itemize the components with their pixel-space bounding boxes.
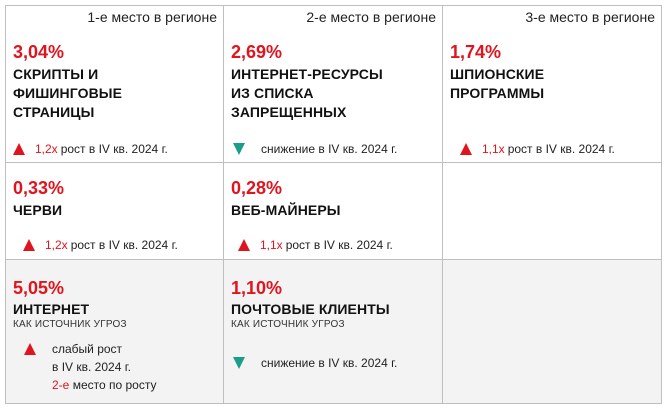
threat-title: ШПИОНСКИЕ ПРОГРАММЫ: [450, 66, 545, 101]
rank-label: 3-е место в регионе: [525, 9, 655, 25]
trend-multiplier: 1,2x: [45, 238, 68, 252]
threat-subtitle: КАК ИСТОЧНИК УГРОЗ: [13, 319, 127, 330]
percentage-value: 1,10%: [231, 278, 283, 298]
arrow-down-icon: [233, 357, 245, 369]
trend-row: 1,2x рост в IV кв. 2024 г.: [23, 236, 178, 254]
percentage-value: 0,28%: [231, 178, 283, 198]
trend-line: в IV кв. 2024 г.: [52, 360, 131, 374]
trend-row: снижение в IV кв. 2024 г.: [233, 140, 397, 158]
trend-row: 1,1x рост в IV кв. 2024 г.: [238, 236, 393, 254]
trend-row: 1,1x рост в IV кв. 2024 г.: [460, 140, 615, 158]
arrow-up-icon: [238, 239, 250, 251]
trend-text: рост в IV кв. 2024 г.: [70, 238, 178, 252]
trend-text: снижение в IV кв. 2024 г.: [261, 142, 398, 156]
growth-rank: 2-е: [52, 378, 70, 392]
percentage-value: 5,05%: [13, 278, 65, 298]
cell-prohibited-resources: 2-е место в регионе 2,69% ИНТЕРНЕТ-РЕСУР…: [224, 5, 443, 163]
trend-row: 1,2x рост в IV кв. 2024 г.: [13, 140, 168, 158]
trend-block: слабый рост в IV кв. 2024 г. 2-е место п…: [24, 340, 156, 394]
cell-empty: [443, 163, 662, 260]
percentage-value: 2,69%: [231, 42, 283, 62]
rank-label: 2-е место в регионе: [306, 9, 436, 25]
threat-title: ЧЕРВИ: [13, 202, 63, 218]
percentage-value: 3,04%: [13, 42, 65, 62]
arrow-up-icon: [460, 143, 472, 155]
arrow-down-icon: [233, 143, 245, 155]
threat-subtitle: КАК ИСТОЧНИК УГРОЗ: [231, 319, 345, 330]
cell-spyware: 3-е место в регионе 1,74% ШПИОНСКИЕ ПРОГ…: [443, 5, 662, 163]
threat-title: СКРИПТЫ И ФИШИНГОВЫЕ СТРАНИЦЫ: [13, 66, 123, 120]
trend-line: 2-е место по росту: [52, 376, 156, 394]
cell-web-miners: 0,28% ВЕБ-МАЙНЕРЫ 1,1x рост в IV кв. 202…: [224, 163, 443, 260]
threat-title: ИНТЕРНЕТ: [13, 301, 90, 317]
trend-text: рост в IV кв. 2024 г.: [285, 238, 393, 252]
trend-text: рост в IV кв. 2024 г.: [507, 142, 615, 156]
rank-label: 1-е место в регионе: [87, 9, 217, 25]
threat-title: ПОЧТОВЫЕ КЛИЕНТЫ: [231, 301, 390, 317]
percentage-value: 1,74%: [450, 42, 502, 62]
cell-scripts-phishing: 1-е место в регионе 3,04% СКРИПТЫ И ФИШИ…: [5, 5, 224, 163]
trend-line: слабый рост: [52, 342, 123, 356]
arrow-up-icon: [24, 343, 36, 355]
trend-multiplier: 1,1x: [260, 238, 283, 252]
trend-multiplier: 1,1x: [482, 142, 505, 156]
trend-multiplier: 1,2x: [35, 142, 58, 156]
trend-row: снижение в IV кв. 2024 г.: [233, 354, 397, 372]
cell-empty: [443, 260, 662, 404]
trend-text: снижение в IV кв. 2024 г.: [261, 356, 398, 370]
threat-title: ИНТЕРНЕТ-РЕСУРСЫ ИЗ СПИСКА ЗАПРЕЩЕННЫХ: [231, 66, 383, 120]
threat-title: ВЕБ-МАЙНЕРЫ: [231, 202, 341, 218]
growth-rank-text: место по росту: [72, 378, 157, 392]
cell-internet: 5,05% ИНТЕРНЕТ КАК ИСТОЧНИК УГРОЗ слабый…: [5, 260, 224, 404]
trend-text: рост в IV кв. 2024 г.: [60, 142, 168, 156]
cell-worms: 0,33% ЧЕРВИ 1,2x рост в IV кв. 2024 г.: [5, 163, 224, 260]
threat-stats-grid: 1-е место в регионе 3,04% СКРИПТЫ И ФИШИ…: [5, 5, 662, 404]
arrow-up-icon: [23, 239, 35, 251]
percentage-value: 0,33%: [13, 178, 65, 198]
arrow-up-icon: [13, 143, 25, 155]
cell-mail-clients: 1,10% ПОЧТОВЫЕ КЛИЕНТЫ КАК ИСТОЧНИК УГРО…: [224, 260, 443, 404]
